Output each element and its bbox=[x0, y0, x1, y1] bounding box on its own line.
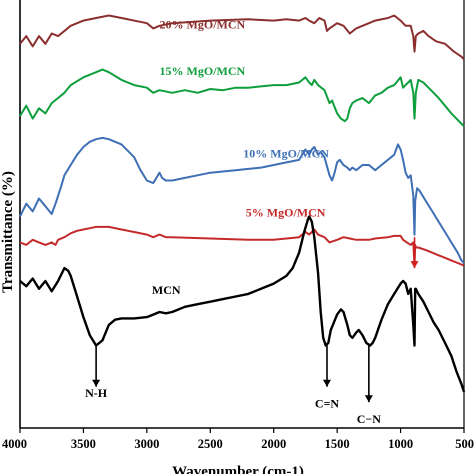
series-label-4: MCN bbox=[152, 283, 181, 297]
x-tick-label: 3000 bbox=[134, 437, 159, 451]
y-axis-title: Transmittance (%) bbox=[0, 171, 16, 293]
annotation-arrowhead-1 bbox=[322, 379, 331, 387]
series-line-1 bbox=[19, 68, 465, 128]
annotation-arrowhead-2 bbox=[364, 395, 373, 403]
series-line-3 bbox=[19, 225, 465, 267]
annotation-label-1: C=N bbox=[315, 396, 340, 410]
annotation-label-0: N-H bbox=[85, 386, 108, 400]
x-tick-label: 1500 bbox=[325, 437, 350, 451]
annotation-arrowhead-0 bbox=[92, 379, 101, 387]
series-label-2: 10% MgO/MCN bbox=[243, 146, 329, 160]
x-tick-label: 2000 bbox=[261, 437, 286, 451]
x-tick-label: 2500 bbox=[198, 437, 223, 451]
series-line-2 bbox=[19, 136, 465, 264]
x-tick-label: 3500 bbox=[71, 437, 96, 451]
series-label-0: 20% MgO/MCN bbox=[160, 17, 246, 31]
plot-area bbox=[19, 0, 465, 429]
series-label-layer: 20% MgO/MCN 15% MgO/MCN 10% MgO/MCN 5% MgO/… bbox=[152, 17, 329, 297]
annotation-label-2: C−N bbox=[357, 412, 382, 426]
x-tick-layer: 4000 3500 3000 2500 2000 1500 1000 500 bbox=[2, 428, 474, 451]
x-tick-label: 4000 bbox=[2, 437, 27, 451]
series-layer bbox=[19, 14, 466, 393]
annotation-arrowhead-3 bbox=[410, 261, 419, 269]
x-axis-title: Wavenumber (cm-1) bbox=[172, 464, 304, 474]
x-tick-label: 500 bbox=[455, 437, 474, 451]
series-label-1: 15% MgO/MCN bbox=[160, 64, 246, 78]
series-label-3: 5% MgO/MCN bbox=[246, 206, 326, 220]
series-line-4 bbox=[19, 215, 466, 393]
annotation-layer: N-H C=N C−N bbox=[85, 237, 419, 426]
x-tick-label: 1000 bbox=[388, 437, 413, 451]
series-line-0 bbox=[19, 14, 465, 60]
